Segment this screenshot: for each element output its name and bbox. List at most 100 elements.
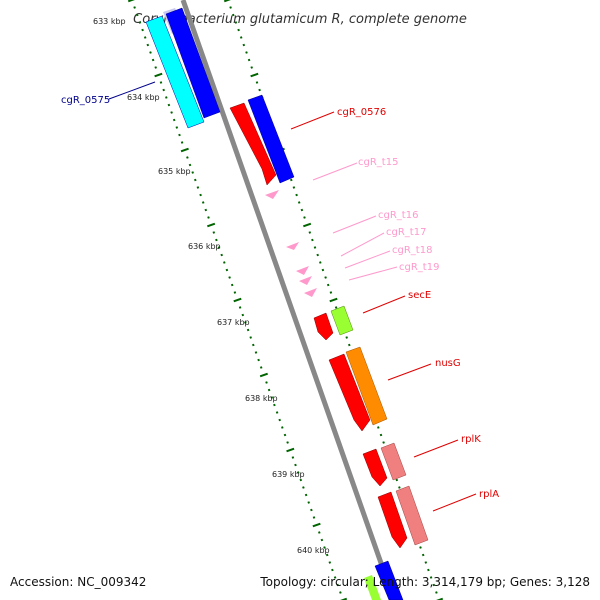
- tick-mark: [223, 0, 233, 3]
- gene-bottom-green[interactable]: [364, 575, 381, 600]
- tick-mark: [297, 201, 301, 204]
- tick-mark: [191, 171, 194, 174]
- tick-mark: [225, 268, 229, 272]
- tick-mark: [336, 583, 339, 587]
- gene-bottom-blue[interactable]: [374, 560, 404, 600]
- tick-mark: [286, 447, 295, 453]
- tick-mark: [220, 253, 223, 257]
- label-secE[interactable]: secE: [408, 290, 431, 301]
- tick-mark: [435, 591, 438, 594]
- tick-mark: [244, 321, 247, 324]
- trna-cgR_t19[interactable]: [304, 288, 317, 297]
- tick-mark: [250, 72, 259, 78]
- tick-mark: [196, 186, 200, 189]
- tick-mark: [127, 0, 137, 3]
- tick-mark: [290, 178, 293, 182]
- tick-mark: [312, 522, 321, 528]
- tick-mark: [311, 238, 314, 242]
- tick-mark: [232, 13, 235, 17]
- label-nusG[interactable]: nusG: [435, 358, 461, 369]
- kbp-label-637: 637 kbp: [217, 318, 250, 327]
- tick-mark: [154, 72, 163, 78]
- label-rplK[interactable]: rplK: [461, 434, 481, 445]
- tick-mark: [316, 253, 319, 257]
- tick-mark: [331, 568, 334, 572]
- tick-mark: [278, 418, 281, 422]
- kbp-label-633: 633 kbp: [93, 17, 126, 26]
- tick-mark: [313, 246, 317, 249]
- gene-nusG-orange[interactable]: [345, 346, 388, 426]
- gene-cgR_0575-cyan[interactable]: [145, 15, 205, 129]
- label-cgR_t16[interactable]: cgR_t16: [378, 210, 418, 221]
- label-cgR_t17[interactable]: cgR_t17: [386, 227, 426, 238]
- tick-mark: [250, 66, 253, 69]
- gene-secE-green[interactable]: [330, 305, 354, 336]
- trna-cgR_t18[interactable]: [299, 276, 312, 285]
- tick-mark: [348, 343, 351, 347]
- kbp-label-635: 635 kbp: [158, 167, 191, 176]
- pointer-rplA: [432, 493, 477, 512]
- tick-mark: [259, 372, 269, 378]
- tick-mark: [379, 433, 383, 437]
- tick-mark: [275, 411, 279, 414]
- tick-mark: [258, 88, 261, 92]
- tick-mark: [254, 351, 258, 354]
- pointer-nusG: [387, 363, 432, 381]
- tick-mark: [255, 81, 259, 84]
- tick-mark: [329, 297, 338, 303]
- trna-cgR_t16[interactable]: [286, 242, 299, 250]
- tick-mark: [257, 358, 260, 362]
- tick-mark: [242, 43, 246, 47]
- pointer-cgR_t16: [332, 215, 377, 234]
- label-cgR_t15[interactable]: cgR_t15: [358, 157, 398, 168]
- gene-rplA-salmon[interactable]: [395, 485, 429, 546]
- label-cgR_0575[interactable]: cgR_0575: [61, 95, 110, 106]
- kbp-label-638: 638 kbp: [245, 394, 278, 403]
- tick-mark: [304, 493, 308, 497]
- tick-mark: [319, 261, 322, 264]
- tick-mark: [310, 508, 313, 512]
- trna-cgR_t17[interactable]: [296, 266, 309, 275]
- gene-rplA-red[interactable]: [377, 491, 408, 549]
- label-pointers: [108, 81, 477, 512]
- gene-cgR_0576-blue[interactable]: [247, 94, 295, 184]
- label-cgR_t19[interactable]: cgR_t19: [399, 262, 439, 273]
- tick-mark: [328, 561, 332, 564]
- gene-secE-red[interactable]: [313, 312, 334, 341]
- tick-mark: [427, 568, 430, 572]
- tick-mark: [299, 478, 303, 482]
- tick-mark: [302, 486, 305, 489]
- tick-mark: [186, 156, 189, 159]
- tick-mark: [175, 126, 179, 129]
- tick-mark: [223, 261, 226, 264]
- tick-mark: [154, 66, 157, 69]
- tick-mark: [300, 208, 304, 212]
- tick-mark: [295, 193, 298, 197]
- tick-mark: [294, 463, 297, 467]
- tick-mark: [429, 576, 433, 579]
- tick-mark: [292, 186, 296, 189]
- gene-cgR_0576-red[interactable]: [229, 102, 277, 186]
- kbp-label-639: 639 kbp: [272, 470, 305, 479]
- tick-mark: [215, 238, 218, 242]
- gene-rplK-red[interactable]: [362, 448, 388, 487]
- tick-mark: [424, 561, 428, 564]
- map-title: Corynebacterium glutamicum R, complete g…: [133, 12, 467, 27]
- label-cgR_0576[interactable]: cgR_0576: [337, 107, 386, 118]
- tick-mark: [398, 486, 401, 489]
- tick-mark: [141, 28, 144, 32]
- gene-cgR_0575-blue[interactable]: [165, 7, 221, 119]
- gene-nusG-red[interactable]: [328, 353, 371, 432]
- tick-mark: [334, 306, 338, 309]
- tick-mark: [382, 441, 385, 444]
- gene-rplK-salmon[interactable]: [380, 442, 407, 481]
- tick-mark: [432, 583, 435, 587]
- tick-mark: [162, 88, 165, 92]
- genome-backbone: [180, 0, 397, 600]
- trna-cgR_t15[interactable]: [265, 190, 279, 199]
- tick-mark: [194, 178, 197, 182]
- topology-text: Topology: circular; Length: 3,314,179 bp…: [260, 575, 590, 589]
- label-rplA[interactable]: rplA: [479, 489, 499, 500]
- label-cgR_t18[interactable]: cgR_t18: [392, 245, 432, 256]
